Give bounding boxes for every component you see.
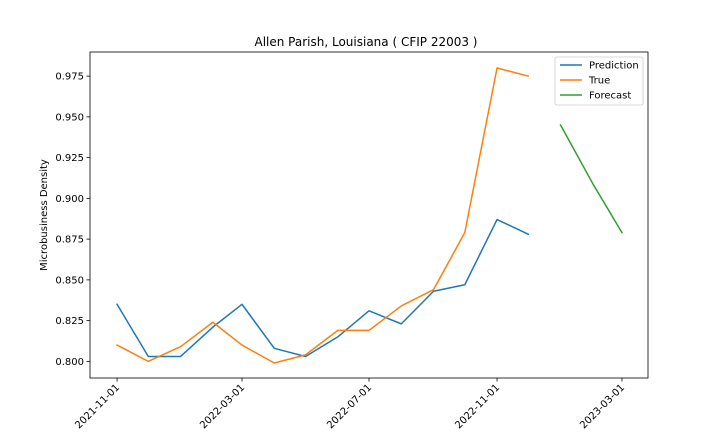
y-tick-label: 0.950 [55, 112, 84, 123]
x-tick-label: 2023-03-01 [578, 382, 627, 431]
legend-frame [554, 56, 644, 106]
legend-label-forecast: Forecast [589, 91, 631, 102]
x-tick-label: 2022-03-01 [198, 382, 247, 431]
series-layer [116, 67, 623, 364]
chart-title: Allen Parish, Louisiana ( CFIP 22003 ) [255, 35, 478, 49]
y-tick-label: 0.825 [55, 316, 84, 327]
legend: Prediction True Forecast [554, 56, 644, 106]
y-tick-label: 0.900 [55, 194, 84, 205]
legend-label-true: True [588, 76, 610, 87]
x-tick-label: 2022-11-01 [453, 382, 502, 431]
x-tick-label: 2022-07-01 [325, 382, 374, 431]
y-tick-label: 0.800 [55, 357, 84, 368]
y-tick-label: 0.850 [55, 275, 84, 286]
series-line-prediction [116, 218, 530, 358]
series-line-forecast [559, 124, 623, 234]
y-tick-label: 0.925 [55, 153, 84, 164]
legend-label-prediction: Prediction [589, 61, 639, 72]
y-axis-label: Microbusiness Density [39, 159, 50, 271]
y-tick-label: 0.975 [55, 72, 84, 83]
x-axis-ticks: 2021-11-01 2022-03-01 2022-07-01 2022-11-01… [73, 378, 627, 431]
series-line-true [116, 67, 530, 364]
legend-items: Prediction True Forecast [560, 61, 639, 102]
y-axis-ticks: 0.800 0.825 0.850 0.875 0.900 0.925 0.950 0.975 [55, 72, 90, 368]
y-tick-label: 0.875 [55, 235, 84, 246]
x-tick-label: 2021-11-01 [73, 382, 122, 431]
